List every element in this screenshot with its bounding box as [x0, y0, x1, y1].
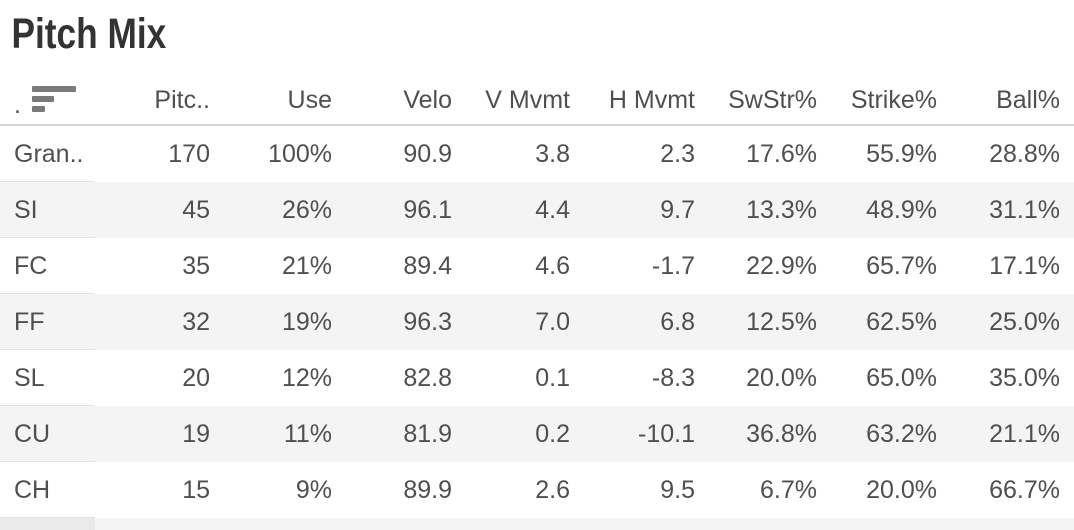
cell-pitches[interactable]: 19: [182, 419, 210, 448]
cell-swstr[interactable]: 12.5%: [746, 307, 817, 336]
cell-swstr[interactable]: 36.8%: [746, 419, 817, 448]
cell-v-mvmt[interactable]: 0.2: [535, 419, 570, 448]
cell-h-mvmt[interactable]: -8.3: [651, 363, 695, 392]
cell-swstr[interactable]: 17.6%: [746, 139, 817, 168]
column-header-pitch-type[interactable]: .: [0, 86, 95, 115]
cell-swstr[interactable]: 13.3%: [746, 195, 817, 224]
cell-v-mvmt[interactable]: 7.0: [535, 307, 570, 336]
cell-velo[interactable]: 89.4: [403, 251, 452, 280]
cell-use[interactable]: 11%: [283, 419, 332, 448]
cell-h-mvmt[interactable]: -1.7: [651, 251, 695, 280]
column-header-strike[interactable]: Strike%: [850, 86, 937, 115]
cell-v-mvmt[interactable]: 3.8: [535, 139, 570, 168]
cell-strike[interactable]: 55.9%: [866, 139, 937, 168]
cell-velo[interactable]: 96.3: [403, 307, 452, 336]
table-row: SI 45 26% 96.1 4.4 9.7 13.3% 48.9% 31.1%: [0, 182, 1074, 239]
table-row: Gran.. 170 100% 90.9 3.8 2.3 17.6% 55.9% 28.8%: [0, 126, 1074, 182]
cell-pitches[interactable]: 32: [182, 307, 210, 336]
row-label[interactable]: FC: [0, 238, 95, 294]
row-label[interactable]: SL: [0, 350, 95, 406]
cell-pitches[interactable]: 35: [182, 251, 210, 280]
cell-strike[interactable]: 65.7%: [866, 251, 937, 280]
truncated-header-label: .: [14, 91, 21, 116]
pitch-mix-table: . Pitc.. Use Velo V Mvmt H Mvmt SwStr% S…: [0, 71, 1074, 530]
column-header-velo[interactable]: Velo: [403, 86, 452, 115]
partial-next-row-label-cell: [0, 518, 95, 530]
table-header-row: . Pitc.. Use Velo V Mvmt H Mvmt SwStr% S…: [0, 71, 1074, 127]
cell-strike[interactable]: 48.9%: [866, 195, 937, 224]
cell-v-mvmt[interactable]: 4.6: [535, 251, 570, 280]
sort-descending-icon[interactable]: [31, 86, 76, 113]
cell-v-mvmt[interactable]: 2.6: [535, 475, 570, 504]
table-row: FC 35 21% 89.4 4.6 -1.7 22.9% 65.7% 17.1%: [0, 238, 1074, 294]
cell-pitches[interactable]: 170: [168, 139, 210, 168]
row-label[interactable]: Gran..: [0, 126, 95, 182]
row-label[interactable]: FF: [0, 294, 95, 350]
cell-velo[interactable]: 82.8: [403, 363, 452, 392]
cell-ball[interactable]: 28.8%: [989, 139, 1060, 168]
cell-velo[interactable]: 96.1: [403, 195, 452, 224]
cell-use[interactable]: 9%: [295, 475, 332, 504]
column-header-h-mvmt[interactable]: H Mvmt: [608, 86, 695, 115]
cell-strike[interactable]: 62.5%: [866, 307, 937, 336]
cell-swstr[interactable]: 6.7%: [760, 475, 817, 504]
cell-strike[interactable]: 65.0%: [866, 363, 937, 392]
row-label[interactable]: SI: [0, 182, 95, 238]
column-header-use[interactable]: Use: [287, 86, 332, 115]
cell-strike[interactable]: 20.0%: [866, 475, 937, 504]
cell-h-mvmt[interactable]: 9.7: [660, 195, 695, 224]
cell-ball[interactable]: 35.0%: [989, 363, 1060, 392]
cell-v-mvmt[interactable]: 0.1: [535, 363, 570, 392]
cell-use[interactable]: 19%: [281, 307, 332, 336]
cell-swstr[interactable]: 22.9%: [746, 251, 817, 280]
cell-h-mvmt[interactable]: 2.3: [660, 139, 695, 168]
cell-pitches[interactable]: 20: [182, 363, 210, 392]
partial-next-row: [0, 518, 1074, 530]
cell-h-mvmt[interactable]: 6.8: [660, 307, 695, 336]
cell-h-mvmt[interactable]: -10.1: [638, 419, 695, 448]
column-header-v-mvmt[interactable]: V Mvmt: [485, 86, 570, 115]
cell-ball[interactable]: 31.1%: [989, 195, 1060, 224]
cell-use[interactable]: 100%: [268, 139, 332, 168]
cell-pitches[interactable]: 45: [182, 195, 210, 224]
cell-use[interactable]: 26%: [281, 195, 332, 224]
table-row: CH 15 9% 89.9 2.6 9.5 6.7% 20.0% 66.7%: [0, 462, 1074, 518]
table-body: Gran.. 170 100% 90.9 3.8 2.3 17.6% 55.9% 28.8% SI…: [0, 126, 1074, 518]
row-label[interactable]: CH: [0, 462, 95, 518]
table-row: CU 19 11% 81.9 0.2 -10.1 36.8% 63.2% 21.1%: [0, 406, 1074, 463]
page-title: Pitch Mix: [11, 10, 167, 58]
cell-swstr[interactable]: 20.0%: [746, 363, 817, 392]
cell-velo[interactable]: 90.9: [403, 139, 452, 168]
cell-ball[interactable]: 17.1%: [989, 251, 1060, 280]
column-header-swstr[interactable]: SwStr%: [728, 86, 817, 115]
cell-velo[interactable]: 89.9: [403, 475, 452, 504]
cell-v-mvmt[interactable]: 4.4: [535, 195, 570, 224]
cell-use[interactable]: 12%: [281, 363, 332, 392]
cell-pitches[interactable]: 15: [182, 475, 210, 504]
cell-use[interactable]: 21%: [281, 251, 332, 280]
cell-velo[interactable]: 81.9: [403, 419, 452, 448]
table-row: SL 20 12% 82.8 0.1 -8.3 20.0% 65.0% 35.0%: [0, 350, 1074, 406]
cell-strike[interactable]: 63.2%: [866, 419, 937, 448]
column-header-ball[interactable]: Ball%: [996, 86, 1060, 115]
cell-h-mvmt[interactable]: 9.5: [660, 475, 695, 504]
table-row: FF 32 19% 96.3 7.0 6.8 12.5% 62.5% 25.0%: [0, 294, 1074, 351]
cell-ball[interactable]: 25.0%: [989, 307, 1060, 336]
cell-ball[interactable]: 21.1%: [989, 419, 1060, 448]
cell-ball[interactable]: 66.7%: [989, 475, 1060, 504]
row-label[interactable]: CU: [0, 406, 95, 462]
column-header-pitches[interactable]: Pitc..: [154, 86, 210, 115]
